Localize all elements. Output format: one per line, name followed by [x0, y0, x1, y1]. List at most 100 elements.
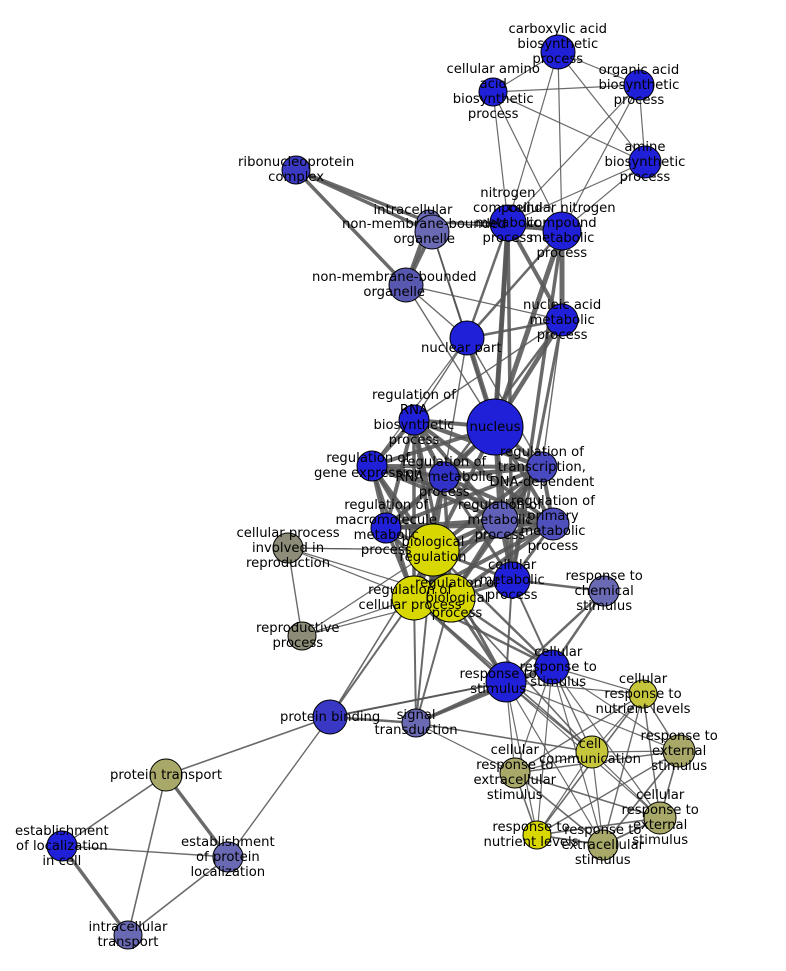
graph-edge: [507, 51, 559, 224]
graph-node-intracellular-transport[interactable]: [113, 920, 143, 950]
graph-edge: [294, 168, 408, 287]
graph-node-cellular-amino-acid-biosynthetic-process[interactable]: [478, 77, 508, 107]
graph-edge: [164, 773, 230, 859]
graph-node-cell-communication[interactable]: [575, 735, 609, 769]
graph-edge: [329, 681, 507, 718]
graph-node-cellular-metabolic-process[interactable]: [493, 561, 531, 599]
graph-edge: [536, 817, 661, 836]
graph-edge: [329, 549, 434, 718]
graph-node-nucleic-acid-metabolic-process[interactable]: [545, 303, 579, 337]
graph-edge: [442, 318, 564, 479]
graph-node-cellular-response-to-stimulus[interactable]: [534, 649, 570, 685]
graph-node-regulation-of-metabolic-process[interactable]: [481, 501, 519, 539]
graph-node-reproductive-process[interactable]: [287, 621, 317, 651]
graph-node-response-to-stimulus[interactable]: [485, 661, 527, 703]
graph-edge: [127, 856, 229, 936]
graph-edge: [370, 464, 555, 526]
graph-node-regulation-of-macromolecule-metabolic-process[interactable]: [370, 512, 402, 544]
graph-edge: [602, 750, 680, 846]
graph-node-response-to-nutrient-levels[interactable]: [522, 820, 552, 850]
graph-edge: [561, 84, 640, 232]
graph-edge: [492, 91, 563, 232]
graph-node-organic-acid-biosynthetic-process[interactable]: [623, 69, 655, 101]
graph-node-nitrogen-compound-metabolic-process[interactable]: [489, 204, 527, 242]
edge-layer: [60, 51, 680, 937]
graph-edge: [371, 337, 468, 467]
graph-node-cellular-response-to-extracellular-stimulus[interactable]: [499, 757, 531, 789]
graph-node-regulation-of-primary-metabolic-process[interactable]: [536, 507, 570, 541]
graph-node-amine-biosynthetic-process[interactable]: [628, 145, 662, 179]
graph-edge: [505, 681, 644, 695]
graph-edge: [370, 464, 544, 469]
graph-edge: [405, 284, 563, 321]
graph-node-protein-binding[interactable]: [312, 699, 348, 735]
graph-node-cellular-response-to-external-stimulus[interactable]: [643, 801, 677, 835]
graph-edge: [492, 84, 640, 93]
graph-edge: [61, 774, 167, 847]
graph-edge: [493, 221, 510, 429]
graph-node-cellular-process-involved-in-reproduction[interactable]: [272, 532, 304, 564]
graph-edge: [287, 547, 415, 599]
graph-edge: [541, 319, 563, 468]
graph-node-non-membrane-bounded-organelle-b[interactable]: [388, 267, 424, 303]
graph-edge: [413, 319, 563, 421]
graph-edge: [514, 666, 553, 774]
graph-edge: [507, 84, 640, 224]
graph-edge: [507, 161, 646, 224]
graph-edge: [505, 681, 538, 836]
graph-node-ribonucleoprotein-complex[interactable]: [281, 155, 311, 185]
graph-node-response-to-chemical-stimulus[interactable]: [588, 575, 620, 607]
graph-node-carboxylic-acid-biosynthetic-process[interactable]: [540, 34, 576, 70]
graph-edge: [557, 51, 646, 163]
graph-edge: [492, 91, 646, 163]
graph-node-regulation-of-biological-process[interactable]: [426, 573, 476, 623]
graph-edge: [557, 51, 563, 232]
graph-node-protein-transport[interactable]: [149, 758, 183, 792]
graph-node-signal-transduction[interactable]: [401, 708, 431, 738]
graph-node-regulation-of-rna-metabolic-process[interactable]: [428, 461, 460, 493]
graph-node-response-to-external-stimulus[interactable]: [662, 734, 696, 768]
graph-edge: [514, 693, 644, 774]
graph-edge: [60, 844, 130, 937]
graph-edge: [443, 337, 468, 478]
graph-edge: [551, 666, 680, 752]
graph-node-establishment-of-protein-localization[interactable]: [212, 841, 244, 873]
graph-edge: [514, 772, 604, 846]
node-layer: [46, 34, 696, 950]
graph-node-establishment-of-localization-in-cell[interactable]: [46, 830, 78, 862]
graph-edge: [127, 774, 167, 936]
graph-edge: [414, 665, 554, 725]
graph-node-biological-regulation[interactable]: [406, 523, 460, 577]
graph-edge: [415, 722, 516, 774]
graph-edge: [415, 722, 593, 753]
graph-edge: [642, 693, 661, 819]
graph-edge: [536, 750, 680, 836]
graph-edge: [227, 716, 331, 858]
graph-edge: [510, 318, 564, 582]
graph-edge: [504, 589, 606, 684]
graph-edge: [384, 522, 555, 530]
graph-edge: [465, 229, 564, 340]
graph-edge: [492, 91, 509, 224]
graph-edge: [165, 716, 331, 776]
graph-node-nucleus[interactable]: [466, 398, 524, 456]
graph-node-cellular-nitrogen-compound-metabolic-process[interactable]: [542, 211, 582, 251]
graph-node-regulation-of-transcription-dna-dependent[interactable]: [526, 451, 558, 483]
graph-node-non-membrane-bounded-organelle-a[interactable]: [414, 214, 450, 250]
graph-node-nuclear-part[interactable]: [449, 320, 485, 356]
graph-node-response-to-extracellular-stimulus[interactable]: [587, 829, 619, 861]
graph-edge: [370, 464, 502, 522]
graph-edge: [514, 772, 661, 819]
graph-edge: [329, 597, 415, 718]
graph-edge: [61, 845, 229, 858]
graph-node-cellular-response-to-nutrient-levels[interactable]: [628, 679, 658, 709]
graph-edge: [505, 681, 680, 752]
graph-node-regulation-of-gene-expression[interactable]: [356, 450, 388, 482]
graph-edge: [415, 549, 434, 724]
graph-edge: [505, 681, 604, 846]
graph-edge: [536, 666, 553, 836]
graph-edge: [294, 168, 434, 234]
graph-node-regulation-of-rna-biosynthetic-process[interactable]: [398, 404, 430, 436]
